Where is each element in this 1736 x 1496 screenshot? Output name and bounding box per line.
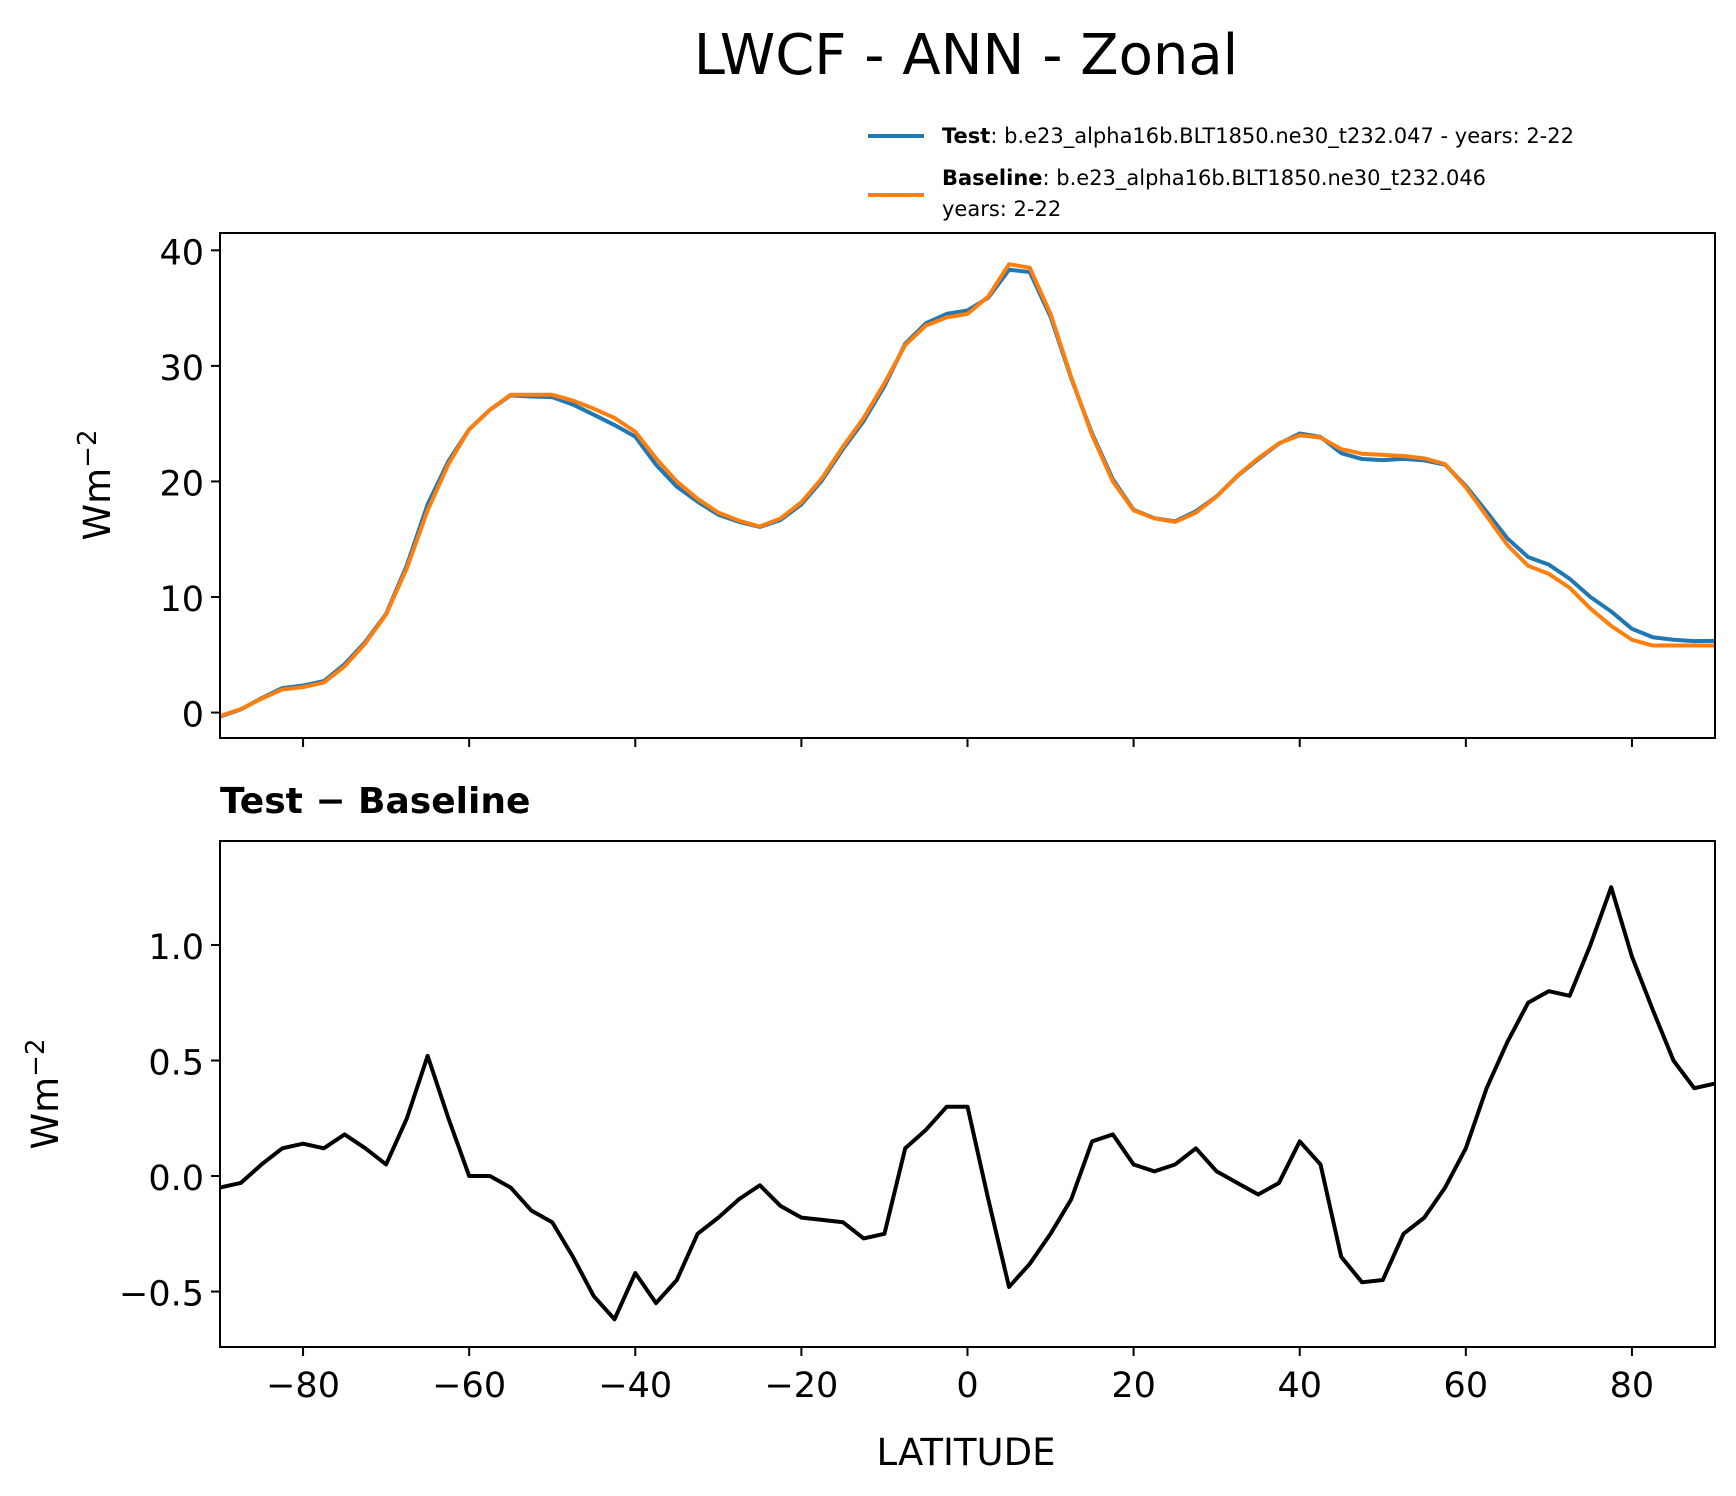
y-label-sup: −2	[21, 1039, 51, 1077]
x-tick-label: 40	[1277, 1366, 1322, 1406]
chart-title: LWCF - ANN - Zonal	[694, 23, 1238, 88]
x-tick-label: 20	[1111, 1366, 1156, 1406]
x-tick-label: −40	[598, 1366, 672, 1406]
data-line	[220, 262, 1715, 718]
legend-description: : b.e23_alpha16b.BLT1850.ne30_t232.046	[1043, 166, 1487, 191]
y-tick-label: 20	[159, 464, 204, 504]
x-tick-label: 60	[1444, 1366, 1489, 1406]
data-line	[220, 885, 1715, 1322]
y-tick-label: 1.0	[148, 928, 204, 968]
y-tick-label: −0.5	[119, 1275, 204, 1315]
legend-description: years: 2-22	[942, 197, 1061, 221]
plot-frame	[219, 232, 1716, 739]
x-tick-label: 80	[1610, 1366, 1655, 1406]
legend-name: Test	[942, 124, 990, 148]
y-axis-label: Wm−2	[21, 1039, 67, 1150]
legend-description: : b.e23_alpha16b.BLT1850.ne30_t232.047 -…	[990, 124, 1574, 149]
legend-name: Baseline	[942, 166, 1043, 190]
y-tick-label: 0	[182, 696, 204, 736]
x-axis-label: LATITUDE	[877, 1431, 1056, 1474]
x-tick-label: −60	[432, 1366, 506, 1406]
y-tick-label: 10	[159, 580, 204, 620]
y-tick-label: 0.5	[148, 1043, 204, 1083]
legend-entry: Baseline: b.e23_alpha16b.BLT1850.ne30_t2…	[942, 166, 1486, 191]
x-tick-label: −80	[266, 1366, 340, 1406]
y-tick-label: 30	[159, 349, 204, 389]
x-tick-label: −20	[764, 1366, 838, 1406]
x-tick-label: 0	[956, 1366, 978, 1406]
y-axis-label: Wm−2	[73, 430, 119, 541]
plot-frame	[219, 840, 1716, 1348]
subtitle: Test − Baseline	[220, 781, 530, 822]
y-tick-label: 40	[159, 233, 204, 273]
y-label-main: Wm	[76, 468, 119, 541]
y-label-main: Wm	[24, 1077, 67, 1150]
y-tick-label: 0.0	[148, 1159, 204, 1199]
legend-entry: Test: b.e23_alpha16b.BLT1850.ne30_t232.0…	[942, 124, 1574, 149]
y-label-sup: −2	[73, 430, 103, 468]
